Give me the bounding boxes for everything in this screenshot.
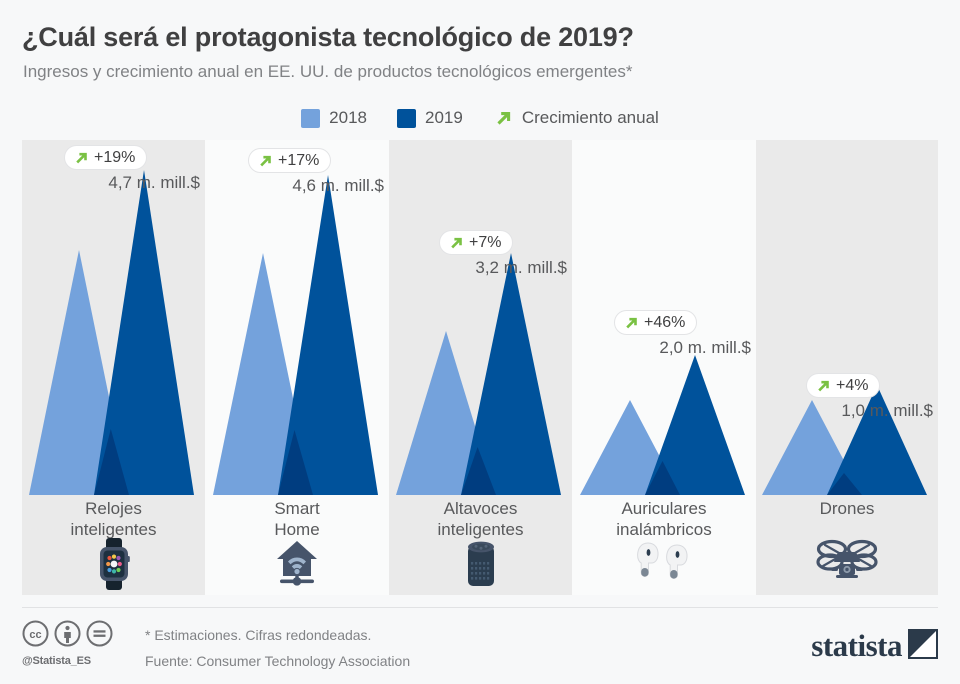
- cc-handle: @Statista_ES: [22, 655, 91, 667]
- chart-column-smart-home: +17% 4,6 m. mill.$ Smart Home: [205, 140, 389, 595]
- statista-mark-icon: [908, 628, 938, 664]
- smart-speaker-icon: [464, 538, 498, 595]
- square-swatch-icon: [301, 108, 321, 128]
- category-label: Auriculares inalámbricos: [572, 498, 756, 540]
- revenue-value: 3,2 m. mill.$: [475, 258, 567, 277]
- column-background: [389, 140, 572, 595]
- column-peaks: [389, 140, 572, 495]
- growth-arrow-icon: [493, 108, 513, 128]
- peak-overlap: [827, 473, 862, 495]
- growth-value: +4%: [836, 376, 869, 394]
- category-icon-wrap: [572, 538, 756, 598]
- legend-item-2019: 2019: [396, 108, 463, 128]
- category-icon-wrap: [756, 538, 938, 598]
- page-subtitle: Ingresos y crecimiento anual en EE. UU. …: [23, 62, 633, 81]
- chart-legend: 2018 2019 Crecimiento anual: [0, 108, 960, 128]
- growth-value: +7%: [469, 233, 502, 251]
- growth-arrow-icon: [815, 378, 831, 394]
- peak-2019: [827, 385, 927, 495]
- smart-home-icon: [272, 538, 322, 591]
- statista-wordmark: statista: [811, 628, 902, 663]
- chart-area: +19% 4,7 m. mill.$ Relojes inteligentes: [0, 140, 960, 595]
- column-background: [205, 140, 389, 595]
- category-label-line2: Home: [274, 520, 320, 539]
- category-label-line1: Smart: [274, 499, 320, 518]
- column-background: [22, 140, 205, 595]
- category-label-line1: Altavoces: [443, 499, 518, 518]
- svg-text:cc: cc: [29, 629, 41, 641]
- category-icon-wrap: [205, 538, 389, 598]
- chart-column-relojes-inteligentes: +19% 4,7 m. mill.$ Relojes inteligentes: [22, 140, 205, 595]
- peak-2019: [461, 253, 561, 495]
- revenue-value: 4,6 m. mill.$: [292, 176, 384, 195]
- growth-arrow-icon: [623, 315, 639, 331]
- column-peaks: [572, 140, 756, 495]
- page-title: ¿Cuál será el protagonista tecnológico d…: [22, 22, 634, 52]
- column-peaks: [756, 140, 938, 495]
- peak-overlap: [94, 429, 129, 495]
- column-background: [756, 140, 938, 595]
- growth-arrow-icon: [73, 150, 89, 166]
- growth-badge: +46%: [614, 310, 698, 335]
- category-label-line1: Drones: [819, 499, 875, 518]
- growth-badge: +4%: [806, 373, 881, 398]
- legend-item-growth: Crecimiento anual: [493, 108, 659, 128]
- category-label-line2: inteligentes: [70, 520, 157, 539]
- legend-label-2019: 2019: [424, 108, 463, 127]
- peak-2019: [278, 175, 378, 495]
- growth-arrow-icon: [448, 235, 464, 251]
- legend-label-2018: 2018: [329, 108, 367, 127]
- category-label: Relojes inteligentes: [22, 498, 205, 540]
- footer-notes: * Estimaciones. Cifras redondeadas. Fuen…: [145, 622, 410, 674]
- smartwatch-icon: [94, 538, 134, 595]
- legend-label-growth: Crecimiento anual: [521, 108, 659, 127]
- chart-column-auriculares-inalambricos: +46% 2,0 m. mill.$ Auriculares inalámbri…: [572, 140, 756, 595]
- growth-value: +17%: [278, 151, 320, 169]
- square-swatch-icon: [396, 108, 416, 128]
- legend-item-2018: 2018: [301, 108, 367, 128]
- category-label-line1: Relojes: [85, 499, 142, 518]
- growth-arrow-icon: [257, 153, 273, 169]
- growth-badge: +7%: [439, 230, 514, 255]
- peak-2019: [645, 355, 745, 495]
- growth-badge: +17%: [248, 148, 332, 173]
- chart-column-drones: +4% 1,0 m. mill.$ Drones: [756, 140, 938, 595]
- cc-icons-row: cc: [22, 620, 127, 652]
- footnote-text: * Estimaciones. Cifras redondeadas.: [145, 627, 372, 643]
- wireless-earbuds-icon: [636, 538, 692, 593]
- chart-column-altavoces-inteligentes: +7% 3,2 m. mill.$ Altavoces inteligentes: [389, 140, 572, 595]
- category-label: Drones: [756, 498, 938, 519]
- category-label-line2: inteligentes: [437, 520, 524, 539]
- creative-commons-block: cc @Statista_ES: [22, 620, 127, 667]
- source-text: Fuente: Consumer Technology Association: [145, 653, 411, 669]
- category-label: Altavoces inteligentes: [389, 498, 572, 540]
- category-label-line2: inalámbricos: [616, 520, 712, 539]
- peak-overlap: [645, 461, 680, 495]
- revenue-value: 2,0 m. mill.$: [659, 338, 751, 357]
- category-label-line1: Auriculares: [621, 499, 707, 518]
- cc-logo-icon: cc: [22, 620, 49, 652]
- peak-2018: [762, 400, 862, 495]
- revenue-value: 4,7 m. mill.$: [108, 173, 200, 192]
- peak-overlap: [461, 447, 496, 495]
- growth-badge: +19%: [64, 145, 148, 170]
- revenue-value: 1,0 m. mill.$: [841, 401, 933, 420]
- column-background: [572, 140, 756, 595]
- peak-2019: [94, 170, 194, 495]
- column-peaks: [205, 140, 389, 495]
- category-label: Smart Home: [205, 498, 389, 540]
- category-icon-wrap: [389, 538, 572, 598]
- drone-icon: [816, 538, 878, 589]
- column-peaks: [22, 140, 205, 495]
- cc-nd-no-derivatives-icon: [86, 620, 113, 652]
- growth-value: +46%: [644, 313, 686, 331]
- category-icon-wrap: [22, 538, 205, 598]
- growth-value: +19%: [94, 148, 136, 166]
- statista-logo: statista: [811, 628, 938, 664]
- footer-divider: [22, 607, 938, 608]
- peak-overlap: [278, 430, 313, 495]
- cc-by-attribution-icon: [54, 620, 81, 652]
